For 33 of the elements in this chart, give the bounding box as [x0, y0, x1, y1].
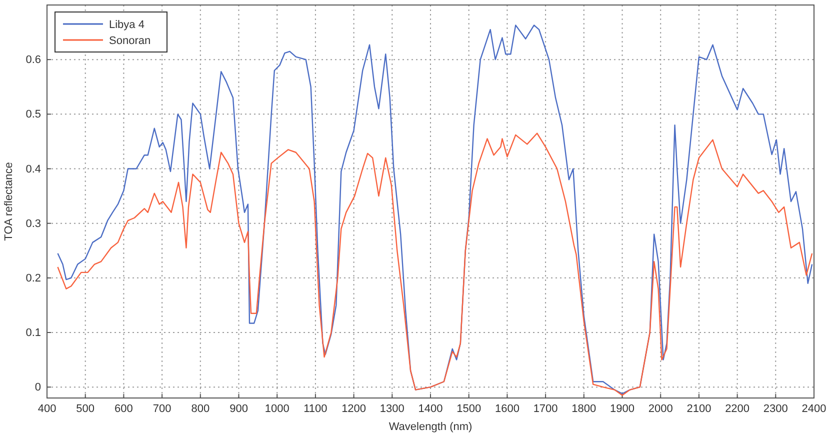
- x-tick-label: 1700: [533, 402, 558, 415]
- x-tick-label: 1400: [418, 402, 443, 415]
- y-tick-label: 0: [34, 382, 41, 394]
- x-tick-label: 1000: [264, 402, 290, 415]
- x-tick-label: 1200: [342, 402, 366, 415]
- x-tick-label: 1500: [456, 402, 482, 415]
- x-tick-label: 2300: [763, 402, 788, 415]
- x-tick-label: 1300: [380, 402, 404, 415]
- x-tick-label: 2000: [648, 402, 673, 415]
- x-tick-label: 400: [38, 402, 56, 415]
- y-tick-label: 0.1: [26, 327, 41, 340]
- y-tick-label: 0.2: [26, 272, 41, 284]
- x-tick-label: 700: [152, 402, 172, 415]
- y-tick-label: 0.6: [26, 54, 41, 66]
- y-tick-label: 0.3: [26, 218, 41, 230]
- legend-label: Libya 4: [109, 19, 144, 31]
- y-tick-label: 0.5: [26, 108, 41, 121]
- x-tick-label: 2100: [686, 402, 712, 415]
- x-tick-label: 1800: [572, 402, 596, 415]
- y-axis-title: TOA reflectance: [3, 162, 15, 241]
- x-tick-label: 2200: [725, 402, 750, 415]
- x-tick-label: 1900: [610, 402, 634, 415]
- x-tick-label: 2400: [802, 402, 826, 415]
- line-series: [57, 132, 813, 396]
- x-tick-label: 500: [76, 402, 95, 415]
- x-tick-label: 800: [191, 402, 210, 415]
- x-axis-title: Wavelength (nm): [388, 421, 472, 433]
- x-tick-label: 1100: [304, 402, 328, 415]
- x-tick-label: 1600: [494, 402, 520, 415]
- y-tick-label: 0.4: [26, 163, 41, 176]
- legend-label: Sonoran: [109, 35, 151, 47]
- x-tick-label: 900: [230, 402, 248, 415]
- x-tick-label: 600: [114, 402, 133, 415]
